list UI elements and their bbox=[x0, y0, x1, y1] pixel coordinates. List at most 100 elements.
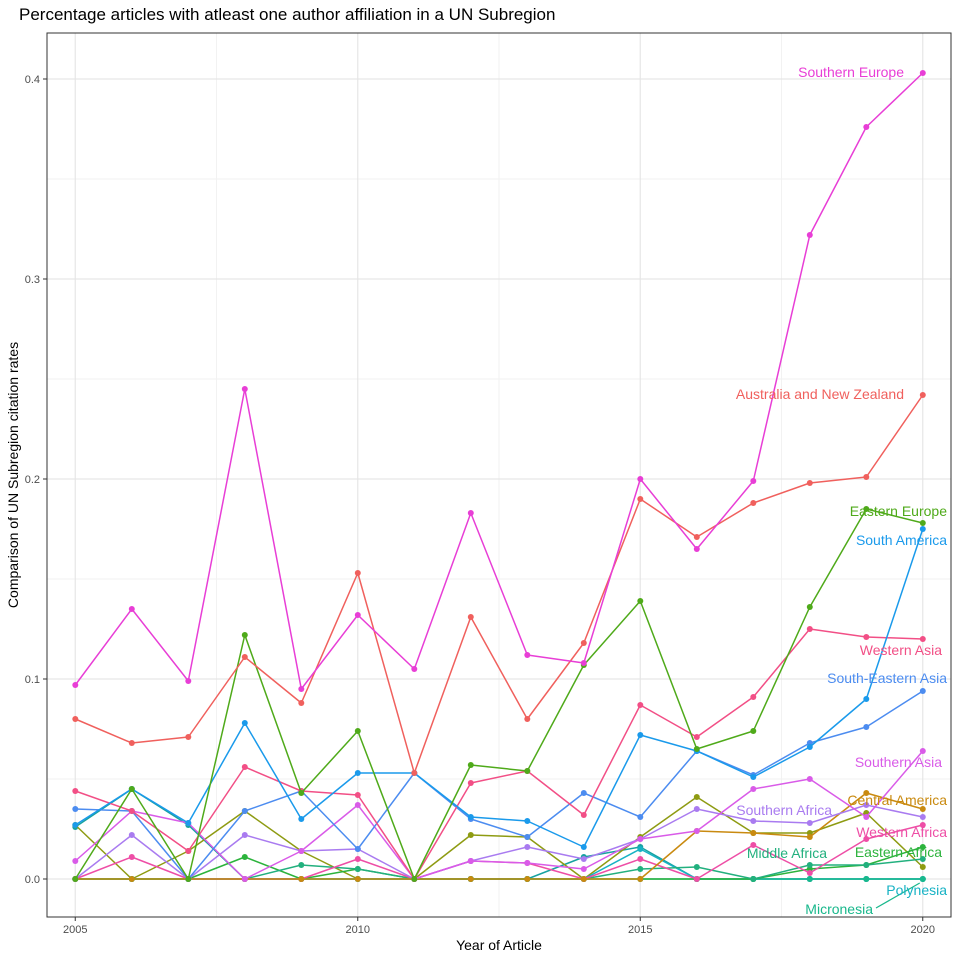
x-axis-title: Year of Article bbox=[456, 937, 542, 953]
micronesia-leader-line bbox=[875, 882, 921, 909]
data-point-polynesia bbox=[637, 846, 644, 852]
series-label-south-eastern-asia: South-Eastern Asia bbox=[827, 670, 947, 686]
data-point-south-america bbox=[637, 732, 644, 738]
data-point-south-eastern-asia bbox=[72, 806, 79, 812]
data-point-southern-asia bbox=[580, 866, 587, 872]
data-point-south-america bbox=[524, 818, 531, 824]
data-point-australia-and-new-zealand bbox=[919, 392, 926, 398]
data-point-eastern-europe bbox=[298, 790, 305, 796]
data-point-southern-asia bbox=[750, 786, 757, 792]
series-label-western-africa: Western Africa bbox=[856, 824, 947, 840]
series-label-central-america: Central America bbox=[847, 792, 947, 808]
data-point-southern-asia bbox=[919, 748, 926, 754]
y-tick-label: 0.1 bbox=[25, 674, 40, 686]
data-point-eastern-europe bbox=[693, 746, 700, 752]
data-point-eastern-europe bbox=[806, 604, 813, 610]
data-point-central-america bbox=[128, 876, 135, 882]
data-point-eastern-europe bbox=[411, 876, 418, 882]
data-point-australia-and-new-zealand bbox=[354, 570, 361, 576]
x-tick-label: 2010 bbox=[346, 924, 370, 936]
data-point-series-15 bbox=[693, 794, 700, 800]
data-point-western-africa bbox=[919, 822, 926, 828]
data-point-southern-africa bbox=[750, 818, 757, 824]
data-point-south-eastern-asia bbox=[863, 724, 870, 730]
data-point-western-asia bbox=[185, 848, 192, 854]
data-point-middle-africa bbox=[919, 856, 926, 862]
series-line-south-eastern-asia bbox=[75, 690, 924, 880]
data-point-australia-and-new-zealand bbox=[863, 474, 870, 480]
data-point-southern-asia bbox=[298, 848, 305, 854]
data-point-micronesia bbox=[806, 876, 813, 882]
series-line-australia-and-new-zealand bbox=[75, 394, 924, 774]
data-point-western-africa bbox=[354, 856, 361, 862]
data-point-eastern-europe bbox=[354, 728, 361, 734]
data-point-eastern-europe bbox=[241, 632, 248, 638]
data-point-western-asia bbox=[863, 634, 870, 640]
series-southern-europe bbox=[72, 70, 926, 692]
data-point-southern-africa bbox=[580, 856, 587, 862]
data-point-south-america bbox=[241, 720, 248, 726]
data-point-southern-europe bbox=[524, 652, 531, 658]
data-point-south-america bbox=[354, 770, 361, 776]
data-point-middle-africa bbox=[693, 864, 700, 870]
series-label-eastern-africa: Eastern Africa bbox=[855, 844, 942, 860]
data-point-series-15 bbox=[467, 832, 474, 838]
data-point-south-america bbox=[72, 822, 79, 828]
data-point-eastern-europe bbox=[919, 520, 926, 526]
data-point-eastern-europe bbox=[467, 762, 474, 768]
data-point-western-africa bbox=[750, 842, 757, 848]
data-point-eastern-europe bbox=[524, 768, 531, 774]
data-point-eastern-africa bbox=[241, 854, 248, 860]
series-label-southern-europe: Southern Europe bbox=[798, 64, 904, 80]
data-point-middle-africa bbox=[354, 866, 361, 872]
data-point-middle-africa bbox=[806, 862, 813, 868]
data-point-southern-africa bbox=[806, 820, 813, 826]
data-point-south-eastern-asia bbox=[354, 846, 361, 852]
series-line-south-america bbox=[74, 528, 924, 848]
series-line-central-america bbox=[75, 792, 924, 880]
data-point-southern-africa bbox=[524, 844, 531, 850]
series-line-southern-africa bbox=[74, 804, 923, 880]
data-point-south-america bbox=[750, 774, 757, 780]
series-line-western-asia bbox=[75, 628, 923, 880]
series-label-southern-asia: Southern Asia bbox=[855, 754, 942, 770]
series-line-series-15 bbox=[74, 796, 924, 880]
data-point-australia-and-new-zealand bbox=[185, 734, 192, 740]
data-point-central-america bbox=[806, 834, 813, 840]
data-point-southern-asia bbox=[806, 776, 813, 782]
series-label-micronesia: Micronesia bbox=[805, 901, 873, 917]
data-point-southern-europe bbox=[72, 682, 79, 688]
data-point-south-america bbox=[806, 744, 813, 750]
data-point-micronesia bbox=[863, 876, 870, 882]
data-point-southern-europe bbox=[863, 124, 870, 130]
chart-title: Percentage articles with atleast one aut… bbox=[19, 5, 555, 24]
data-point-western-africa bbox=[806, 870, 813, 876]
data-point-western-africa bbox=[128, 854, 135, 860]
data-point-western-africa bbox=[693, 876, 700, 882]
data-point-eastern-europe bbox=[72, 876, 79, 882]
data-point-south-america bbox=[185, 820, 192, 826]
series-label-polynesia: Polynesia bbox=[886, 882, 947, 898]
data-point-western-asia bbox=[693, 734, 700, 740]
data-point-south-eastern-asia bbox=[524, 834, 531, 840]
data-point-southern-africa bbox=[693, 806, 700, 812]
data-point-australia-and-new-zealand bbox=[806, 480, 813, 486]
data-point-eastern-europe bbox=[185, 876, 192, 882]
series-line-southern-asia bbox=[74, 750, 924, 880]
data-point-central-america bbox=[467, 876, 474, 882]
series-label-middle-africa: Middle Africa bbox=[747, 845, 827, 861]
axis-layer: 2005 2010 2015 2020 0.0 0.1 0.2 0.3 0.4 bbox=[25, 74, 935, 936]
data-point-western-asia bbox=[128, 808, 135, 814]
data-point-series-15 bbox=[919, 864, 926, 870]
data-point-eastern-africa bbox=[919, 844, 926, 850]
data-point-central-america bbox=[637, 876, 644, 882]
data-point-southern-africa bbox=[863, 802, 870, 808]
data-point-australia-and-new-zealand bbox=[750, 500, 757, 506]
data-point-central-america bbox=[750, 830, 757, 836]
data-point-southern-asia bbox=[72, 858, 79, 864]
data-point-southern-africa bbox=[128, 832, 135, 838]
data-point-western-asia bbox=[750, 694, 757, 700]
data-point-eastern-europe bbox=[637, 598, 644, 604]
data-point-western-asia bbox=[806, 626, 813, 632]
